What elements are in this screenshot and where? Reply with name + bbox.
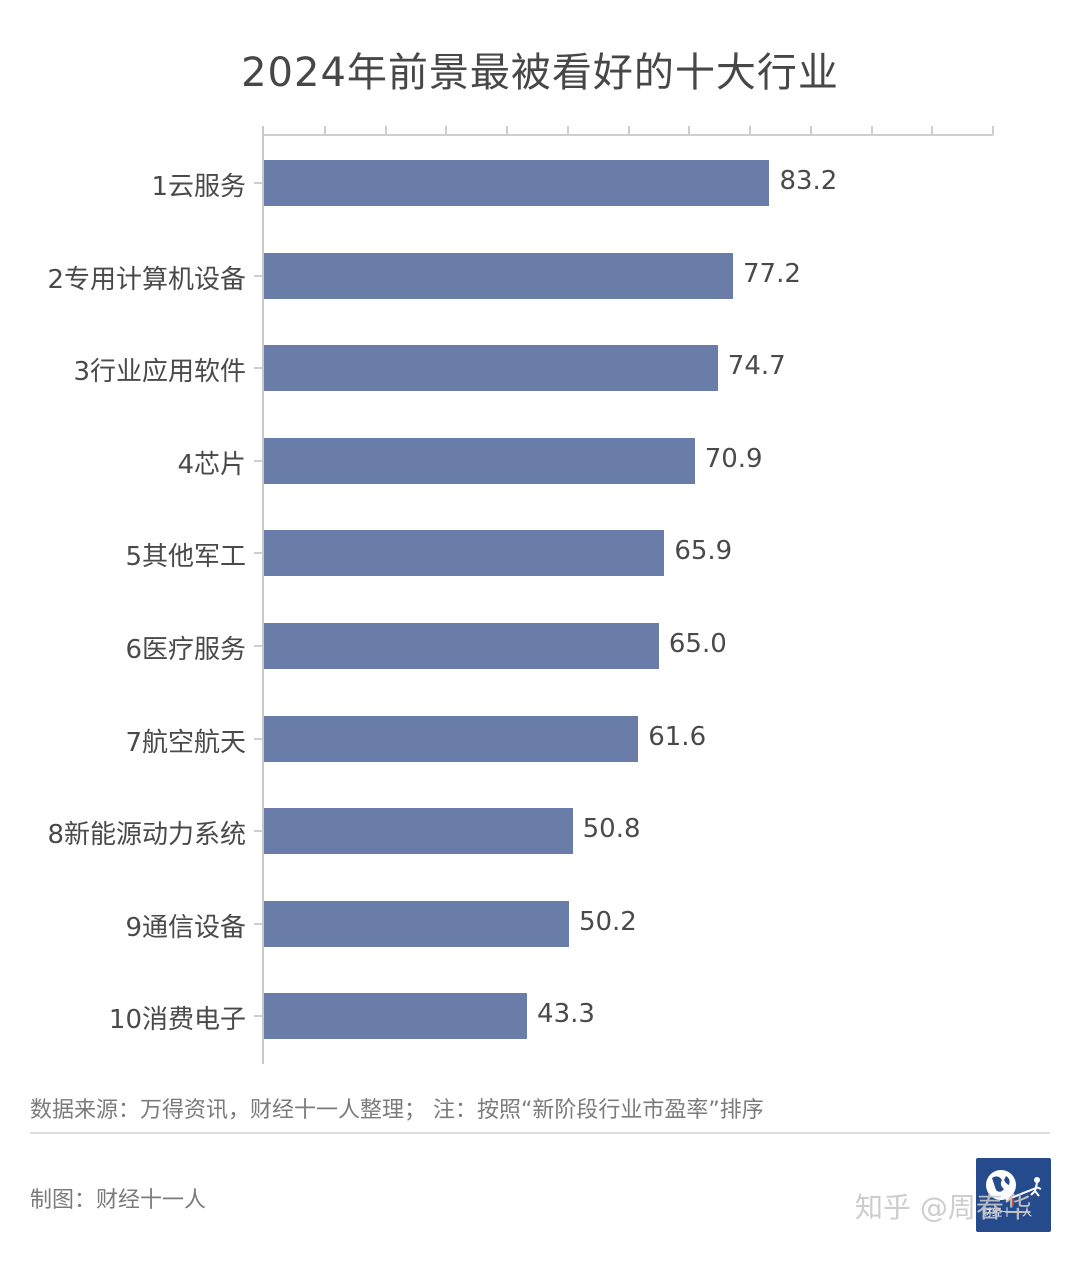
bar-row: 5其他军工 65.9 [0,530,1080,577]
data-source-note: 数据来源：万得资讯，财经十一人整理； 注：按照“新阶段行业市盈率”排序 [30,1098,764,1123]
category-label: 10消费电子 [108,1005,246,1036]
value-label: 74.7 [727,351,786,382]
bar [264,623,659,669]
value-label: 65.0 [668,629,727,659]
bar-row: 4芯片 70.9 [0,437,1080,484]
y-axis-tick [254,459,263,462]
watermark: 知乎 @周春华 [855,1191,1032,1224]
bar [264,252,733,299]
bar [264,808,573,855]
svg-text:财经十一人: 财经十一人 [982,1206,1032,1219]
value-label: 50.2 [578,906,637,937]
bar-row: 2专用计算机设备 77.2 [0,252,1080,299]
value-label: 50.8 [582,814,641,845]
bar [264,715,639,762]
bar [264,437,695,484]
x-axis-tick [445,126,448,135]
footer-divider [30,1132,1050,1134]
chart-maker-credit: 制图：财经十一人 [30,1188,207,1213]
chart-title: 2024年前景最被看好的十大行业 [241,50,839,96]
y-axis-tick [254,367,263,370]
globe-runner-icon: 财经十一人 [982,1170,1042,1219]
bar-row: 1云服务 83.2 [0,160,1080,206]
x-axis-line [263,134,993,136]
y-axis-tick [254,274,263,277]
x-axis-tick [688,126,691,135]
value-label: 61.6 [648,721,707,752]
y-axis-tick [254,737,263,740]
y-axis-tick [254,922,263,925]
bar [264,900,569,947]
category-label: 9通信设备 [125,912,246,943]
bar-row: 10消费电子 43.3 [0,993,1080,1040]
value-label: 83.2 [779,166,838,196]
bar-row: 9通信设备 50.2 [0,900,1080,947]
y-axis-tick [254,552,263,555]
bar [264,993,528,1040]
category-label: 2专用计算机设备 [47,264,246,295]
x-axis-tick [566,126,569,135]
bar-row: 3行业应用软件 74.7 [0,345,1080,392]
value-label: 70.9 [704,443,763,474]
x-axis-tick [384,126,387,135]
bar-row: 7航空航天 61.6 [0,715,1080,762]
value-label: 65.9 [674,536,733,567]
x-axis-tick [931,126,934,135]
x-axis-tick [870,126,873,135]
y-axis-tick [254,182,263,184]
bar [264,530,665,577]
x-axis-tick [323,126,326,135]
category-label: 7航空航天 [125,727,246,758]
category-label: 4芯片 [177,449,246,480]
x-axis-tick [627,126,630,135]
bar-row: 8新能源动力系统 50.8 [0,808,1080,855]
category-label: 6医疗服务 [125,635,246,665]
x-axis-tick [749,126,751,135]
x-axis-tick [809,126,812,135]
value-label: 43.3 [537,999,595,1030]
y-axis-line [262,126,264,1064]
category-label: 8新能源动力系统 [47,820,246,851]
category-label: 3行业应用软件 [73,357,246,388]
bar [264,160,770,206]
x-axis-tick [992,126,994,135]
category-label: 5其他军工 [125,542,246,573]
bar [264,345,718,392]
category-label: 1云服务 [151,172,246,202]
y-axis-tick [254,645,263,647]
y-axis-tick [254,1015,263,1018]
y-axis-tick [254,830,263,833]
publisher-logo: 财经十一人 [976,1158,1051,1232]
value-label: 77.2 [742,258,801,289]
bar-row: 6医疗服务 65.0 [0,623,1080,669]
x-axis-tick [506,126,508,135]
